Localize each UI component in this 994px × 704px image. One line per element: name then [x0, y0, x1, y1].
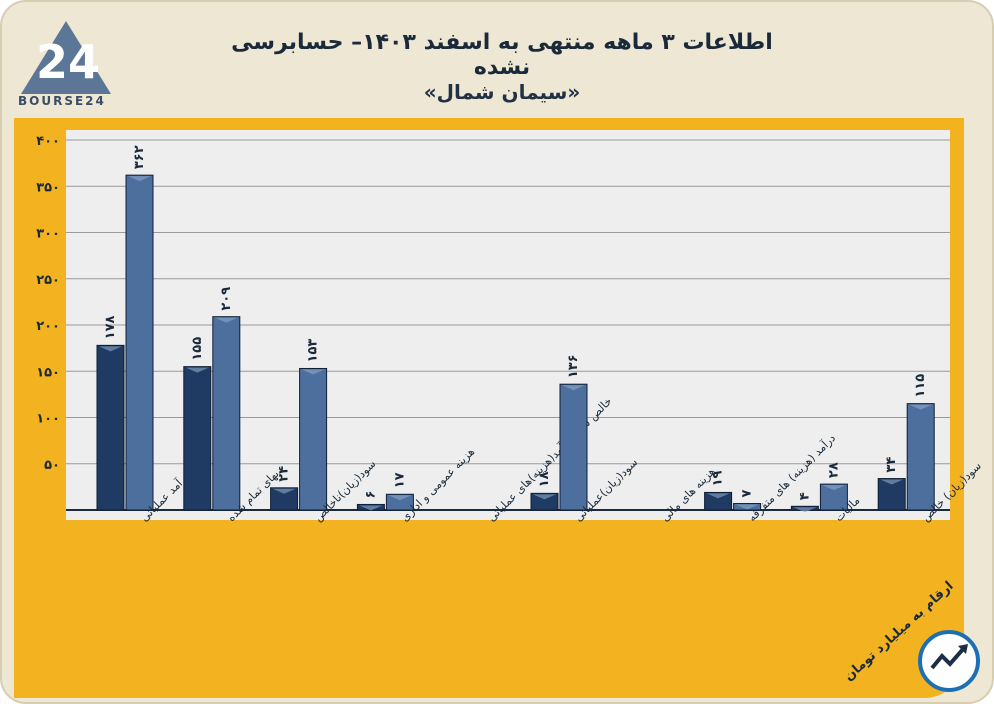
data-label: ۱۳۶: [566, 354, 581, 378]
bar: [559, 383, 588, 511]
data-label: ۷: [740, 490, 755, 498]
y-tick-label: ۲۵۰: [36, 273, 60, 288]
bar-cap: [909, 404, 933, 410]
bar-cap: [562, 385, 585, 391]
data-label: ۲۴: [277, 466, 292, 482]
x-tick-label: هزینه عمومی و اداری: [398, 445, 477, 524]
bar-cap: [880, 479, 904, 485]
data-label: ۱۹: [711, 470, 726, 486]
bar-cap: [301, 369, 325, 375]
data-label: ۱۷۸: [103, 315, 118, 339]
data-label: ۲۸: [826, 462, 841, 478]
bar: [299, 367, 328, 511]
data-label: ۱۵۳: [306, 339, 321, 363]
bar-cap: [735, 504, 759, 510]
data-label: ۳۴: [884, 457, 899, 473]
bar-cap: [793, 507, 817, 513]
bar: [906, 403, 935, 511]
bar-cap: [822, 485, 846, 491]
bar: [270, 487, 299, 511]
y-tick-label: ۵۰: [44, 458, 60, 473]
bar: [183, 366, 212, 511]
logo-text: BOURSE24: [18, 94, 106, 108]
data-label: ۲۰۹: [219, 287, 234, 311]
bar: [385, 493, 414, 511]
bar-cap: [533, 494, 556, 500]
data-label: ۶: [363, 491, 378, 499]
bar-cap: [214, 317, 238, 323]
bar-cap: [185, 367, 209, 373]
data-label: ۳۶۲: [132, 145, 147, 169]
bar: [212, 316, 241, 511]
y-tick-label: ۲۰۰: [36, 319, 60, 334]
y-tick-label: ۱۰۰: [36, 412, 60, 427]
bar: [704, 491, 733, 511]
y-tick-label: ۳۵۰: [36, 180, 60, 195]
bar-cap: [128, 176, 151, 182]
bar-cap: [388, 495, 412, 501]
chart-title: اطلاعات ۳ ماهه منتهی به اسفند ۱۴۰۳– حساب…: [231, 30, 773, 80]
data-label: ۱۸: [537, 471, 552, 487]
bar: [819, 483, 848, 511]
y-tick-label: ۳۰۰: [36, 227, 60, 242]
data-label: ۱۱۵: [913, 374, 928, 398]
svg-text:24: 24: [36, 35, 100, 89]
bar: [96, 344, 125, 511]
data-label: ۱۵۵: [190, 337, 205, 361]
bar-cap: [272, 488, 296, 494]
bar: [530, 492, 559, 511]
y-tick-label: ۴۰۰: [36, 134, 60, 149]
trend-badge-icon: [918, 630, 980, 692]
chart-subtitle: «سیمان شمال»: [423, 80, 581, 104]
bar: [125, 174, 154, 511]
bourse24-logo: 24: [21, 21, 111, 94]
bar-cap: [706, 493, 730, 499]
y-tick-label: ۱۵۰: [36, 365, 60, 380]
bar-cap: [359, 505, 383, 511]
data-label: ۱۷: [392, 472, 407, 488]
bar-cap: [99, 346, 122, 352]
data-label: ۴: [797, 492, 812, 500]
